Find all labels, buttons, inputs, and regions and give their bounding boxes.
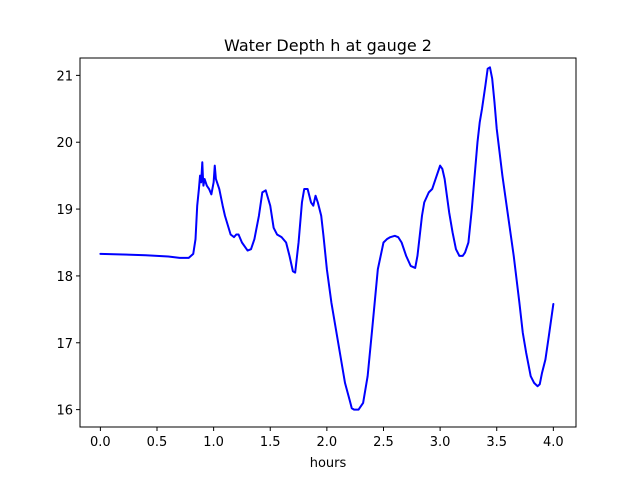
y-tick-label: 21 (56, 69, 73, 84)
x-tick-label: 1.5 (260, 435, 281, 450)
y-axis: 16 17 18 19 20 21 (56, 69, 80, 419)
y-tick-label: 20 (56, 136, 73, 151)
x-tick-label: 2.5 (373, 435, 394, 450)
y-tick-label: 16 (56, 404, 73, 419)
x-tick-label: 0.5 (147, 435, 168, 450)
plot-area (99, 66, 555, 411)
x-tick-label: 1.0 (203, 435, 224, 450)
axes-frame (79, 57, 577, 428)
x-tick-label: 0.0 (90, 435, 111, 450)
chart-title: Water Depth h at gauge 2 (224, 36, 432, 55)
x-tick-label: 3.5 (486, 435, 507, 450)
y-tick-label: 17 (56, 337, 73, 352)
y-tick-label: 18 (56, 270, 73, 285)
y-tick-label: 19 (56, 203, 73, 218)
series-line-0 (99, 66, 555, 411)
x-tick-label: 3.0 (430, 435, 451, 450)
x-axis: 0.0 0.5 1.0 1.5 2.0 2.5 3.0 3.5 4.0 (90, 427, 564, 450)
x-tick-label: 2.0 (317, 435, 338, 450)
x-axis-label: hours (310, 456, 347, 471)
x-tick-label: 4.0 (543, 435, 564, 450)
